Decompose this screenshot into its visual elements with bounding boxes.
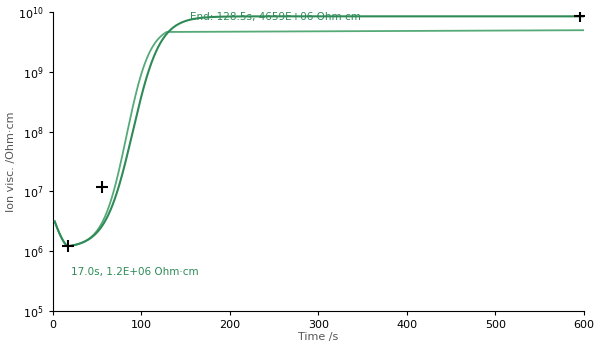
X-axis label: Time /s: Time /s <box>298 332 338 342</box>
Y-axis label: Ion visc. /Ohm·cm: Ion visc. /Ohm·cm <box>5 111 16 212</box>
Text: End: 128.5s, 4659E+06 Ohm·cm: End: 128.5s, 4659E+06 Ohm·cm <box>190 12 361 22</box>
Text: 17.0s, 1.2E+06 Ohm·cm: 17.0s, 1.2E+06 Ohm·cm <box>71 267 198 277</box>
